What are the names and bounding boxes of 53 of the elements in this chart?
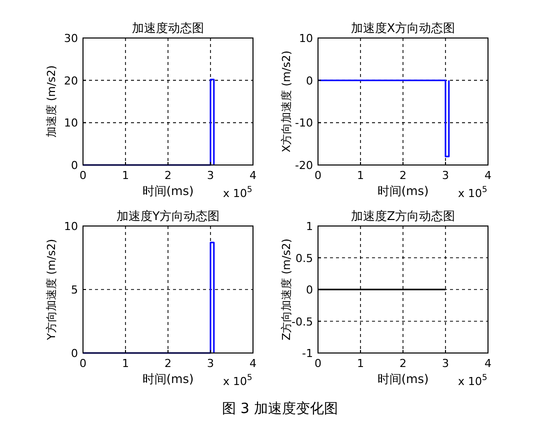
x-tick-label: 2 (400, 357, 406, 370)
y-tick-label: 0 (306, 284, 313, 296)
text: x 10$^{5}$ (458, 372, 488, 388)
x-tick-label: 1 (122, 357, 129, 370)
y-tick-label: 10 (64, 116, 78, 130)
y-tick-label: -10 (295, 116, 313, 130)
x-tick-label: 0 (80, 169, 86, 182)
x-tick-label: 1 (122, 169, 129, 182)
y-tick-label: -1 (302, 347, 313, 360)
x-axis-title: 时间(ms) (377, 372, 429, 386)
x-tick-label: 3 (207, 357, 214, 370)
caption: 图 3 加速度变化图 (222, 401, 338, 417)
y-tick-label: 0.5 (296, 252, 313, 265)
x-axis-title: 时间(ms) (377, 184, 429, 198)
y-axis-title: X方向加速度 (m/s2) (280, 50, 293, 152)
y-axis-title: Y方向加速度 (m/s2) (45, 239, 58, 341)
y-tick-label: 20 (64, 74, 78, 88)
x-tick-label: 2 (400, 169, 406, 182)
y-tick-label: -20 (295, 159, 313, 172)
x-tick-label: 1 (357, 169, 364, 182)
x-tick-label: 4 (250, 357, 256, 370)
x-tick-label: 0 (314, 169, 322, 182)
x-axis-title: 时间(ms) (142, 372, 194, 386)
y-tick-label: 0 (71, 159, 78, 172)
y-tick-label: -0.5 (292, 315, 313, 328)
text: x 10$^{5}$ (458, 184, 488, 200)
chart-title: 加速度X方向动态图 (350, 21, 456, 35)
x-tick-label: 0 (314, 357, 322, 370)
y-tick-label: 1 (306, 220, 313, 233)
x-axis-title: 时间(ms) (142, 184, 194, 198)
chart-title: 加速度Y方向动态图 (116, 209, 220, 223)
y-axis-title: Z方向加速度 (m/s2) (280, 238, 293, 340)
x-tick-label: 2 (164, 169, 172, 182)
y-tick-label: 0 (71, 347, 78, 360)
chart-title: 加速度Z方向动态图 (350, 209, 456, 223)
y-axis-title: 加速度 (m/s2) (45, 65, 58, 138)
y-tick-label: 10 (299, 32, 313, 45)
y-tick-label: 0 (306, 74, 313, 88)
chart-title: 加速度动态图 (132, 21, 204, 35)
text: x 10$^{5}$ (223, 372, 252, 388)
x-tick-label: 4 (250, 169, 256, 182)
x-tick-label: 0 (80, 357, 86, 370)
x-tick-label: 2 (164, 357, 172, 370)
y-tick-label: 10 (64, 220, 78, 233)
y-tick-label: 30 (64, 32, 78, 45)
x-tick-label: 4 (484, 169, 492, 182)
x-tick-label: 3 (207, 169, 214, 182)
x-tick-label: 3 (442, 169, 449, 182)
text: x 10$^{5}$ (223, 184, 252, 200)
x-tick-label: 3 (442, 357, 449, 370)
y-tick-label: 5 (71, 284, 78, 296)
x-tick-label: 1 (357, 357, 364, 370)
x-tick-label: 4 (484, 357, 492, 370)
